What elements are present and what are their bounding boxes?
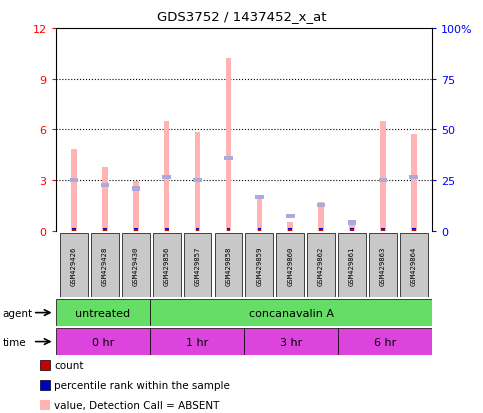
- Bar: [103, 230, 107, 231]
- Text: GSM429859: GSM429859: [256, 246, 262, 285]
- Text: 1 hr: 1 hr: [185, 337, 208, 347]
- Bar: [412, 230, 415, 231]
- Bar: [40, 380, 50, 390]
- Bar: [381, 228, 385, 230]
- Text: GSM429428: GSM429428: [102, 246, 108, 285]
- Bar: [196, 230, 199, 231]
- Text: 3 hr: 3 hr: [280, 337, 302, 347]
- Bar: [319, 230, 323, 231]
- Bar: [338, 328, 432, 355]
- Text: count: count: [54, 361, 84, 370]
- Text: time: time: [2, 337, 26, 347]
- Bar: [257, 228, 261, 230]
- Bar: [348, 221, 356, 225]
- Text: untreated: untreated: [75, 308, 130, 318]
- Text: GSM429862: GSM429862: [318, 246, 324, 285]
- Bar: [338, 233, 366, 297]
- Bar: [256, 197, 262, 231]
- Bar: [350, 228, 354, 230]
- Text: GDS3752 / 1437452_x_at: GDS3752 / 1437452_x_at: [157, 10, 326, 23]
- Text: GSM429864: GSM429864: [411, 246, 417, 285]
- Text: GSM429861: GSM429861: [349, 246, 355, 285]
- Text: agent: agent: [2, 308, 32, 318]
- Bar: [196, 228, 199, 230]
- Bar: [102, 168, 108, 231]
- Bar: [244, 328, 338, 355]
- Bar: [349, 225, 355, 231]
- Bar: [381, 230, 385, 231]
- Bar: [162, 175, 171, 179]
- Text: GSM429426: GSM429426: [71, 246, 77, 285]
- Bar: [72, 230, 76, 231]
- Bar: [411, 135, 416, 231]
- Bar: [317, 203, 326, 207]
- Bar: [40, 361, 50, 370]
- Bar: [164, 122, 170, 231]
- Bar: [134, 228, 138, 230]
- Bar: [150, 328, 244, 355]
- Bar: [227, 230, 230, 231]
- Bar: [318, 203, 324, 231]
- Bar: [288, 228, 292, 230]
- Bar: [287, 223, 293, 231]
- Bar: [350, 230, 354, 231]
- Text: percentile rank within the sample: percentile rank within the sample: [54, 380, 230, 390]
- Bar: [134, 230, 138, 231]
- Text: GSM429856: GSM429856: [164, 246, 170, 285]
- Bar: [70, 178, 78, 183]
- Bar: [369, 233, 397, 297]
- Bar: [245, 233, 273, 297]
- Bar: [400, 233, 427, 297]
- Bar: [227, 228, 230, 230]
- Text: GSM429863: GSM429863: [380, 246, 386, 285]
- Bar: [319, 228, 323, 230]
- Bar: [91, 233, 119, 297]
- Bar: [184, 233, 212, 297]
- Bar: [379, 178, 387, 183]
- Bar: [380, 122, 385, 231]
- Text: 6 hr: 6 hr: [374, 337, 397, 347]
- Bar: [288, 230, 292, 231]
- Bar: [255, 195, 264, 199]
- Bar: [150, 299, 432, 326]
- Text: GSM429860: GSM429860: [287, 246, 293, 285]
- Bar: [122, 233, 150, 297]
- Bar: [153, 233, 181, 297]
- Text: concanavalin A: concanavalin A: [249, 308, 333, 318]
- Bar: [257, 230, 261, 231]
- Bar: [100, 184, 109, 188]
- Bar: [71, 150, 77, 231]
- Bar: [131, 187, 140, 191]
- Bar: [72, 228, 76, 230]
- Bar: [195, 133, 200, 231]
- Text: GSM429430: GSM429430: [133, 246, 139, 285]
- Text: 0 hr: 0 hr: [91, 337, 114, 347]
- Bar: [286, 214, 295, 218]
- Bar: [103, 228, 107, 230]
- Bar: [133, 182, 139, 231]
- Bar: [193, 178, 202, 183]
- Bar: [56, 299, 150, 326]
- Bar: [226, 59, 231, 231]
- Bar: [40, 400, 50, 410]
- Bar: [410, 175, 418, 179]
- Text: GSM429858: GSM429858: [226, 246, 231, 285]
- Bar: [214, 233, 242, 297]
- Bar: [276, 233, 304, 297]
- Bar: [224, 157, 233, 161]
- Bar: [412, 228, 415, 230]
- Text: GSM429857: GSM429857: [195, 246, 200, 285]
- Text: value, Detection Call = ABSENT: value, Detection Call = ABSENT: [54, 400, 219, 410]
- Bar: [307, 233, 335, 297]
- Bar: [60, 233, 88, 297]
- Bar: [165, 230, 169, 231]
- Bar: [56, 328, 150, 355]
- Bar: [165, 228, 169, 230]
